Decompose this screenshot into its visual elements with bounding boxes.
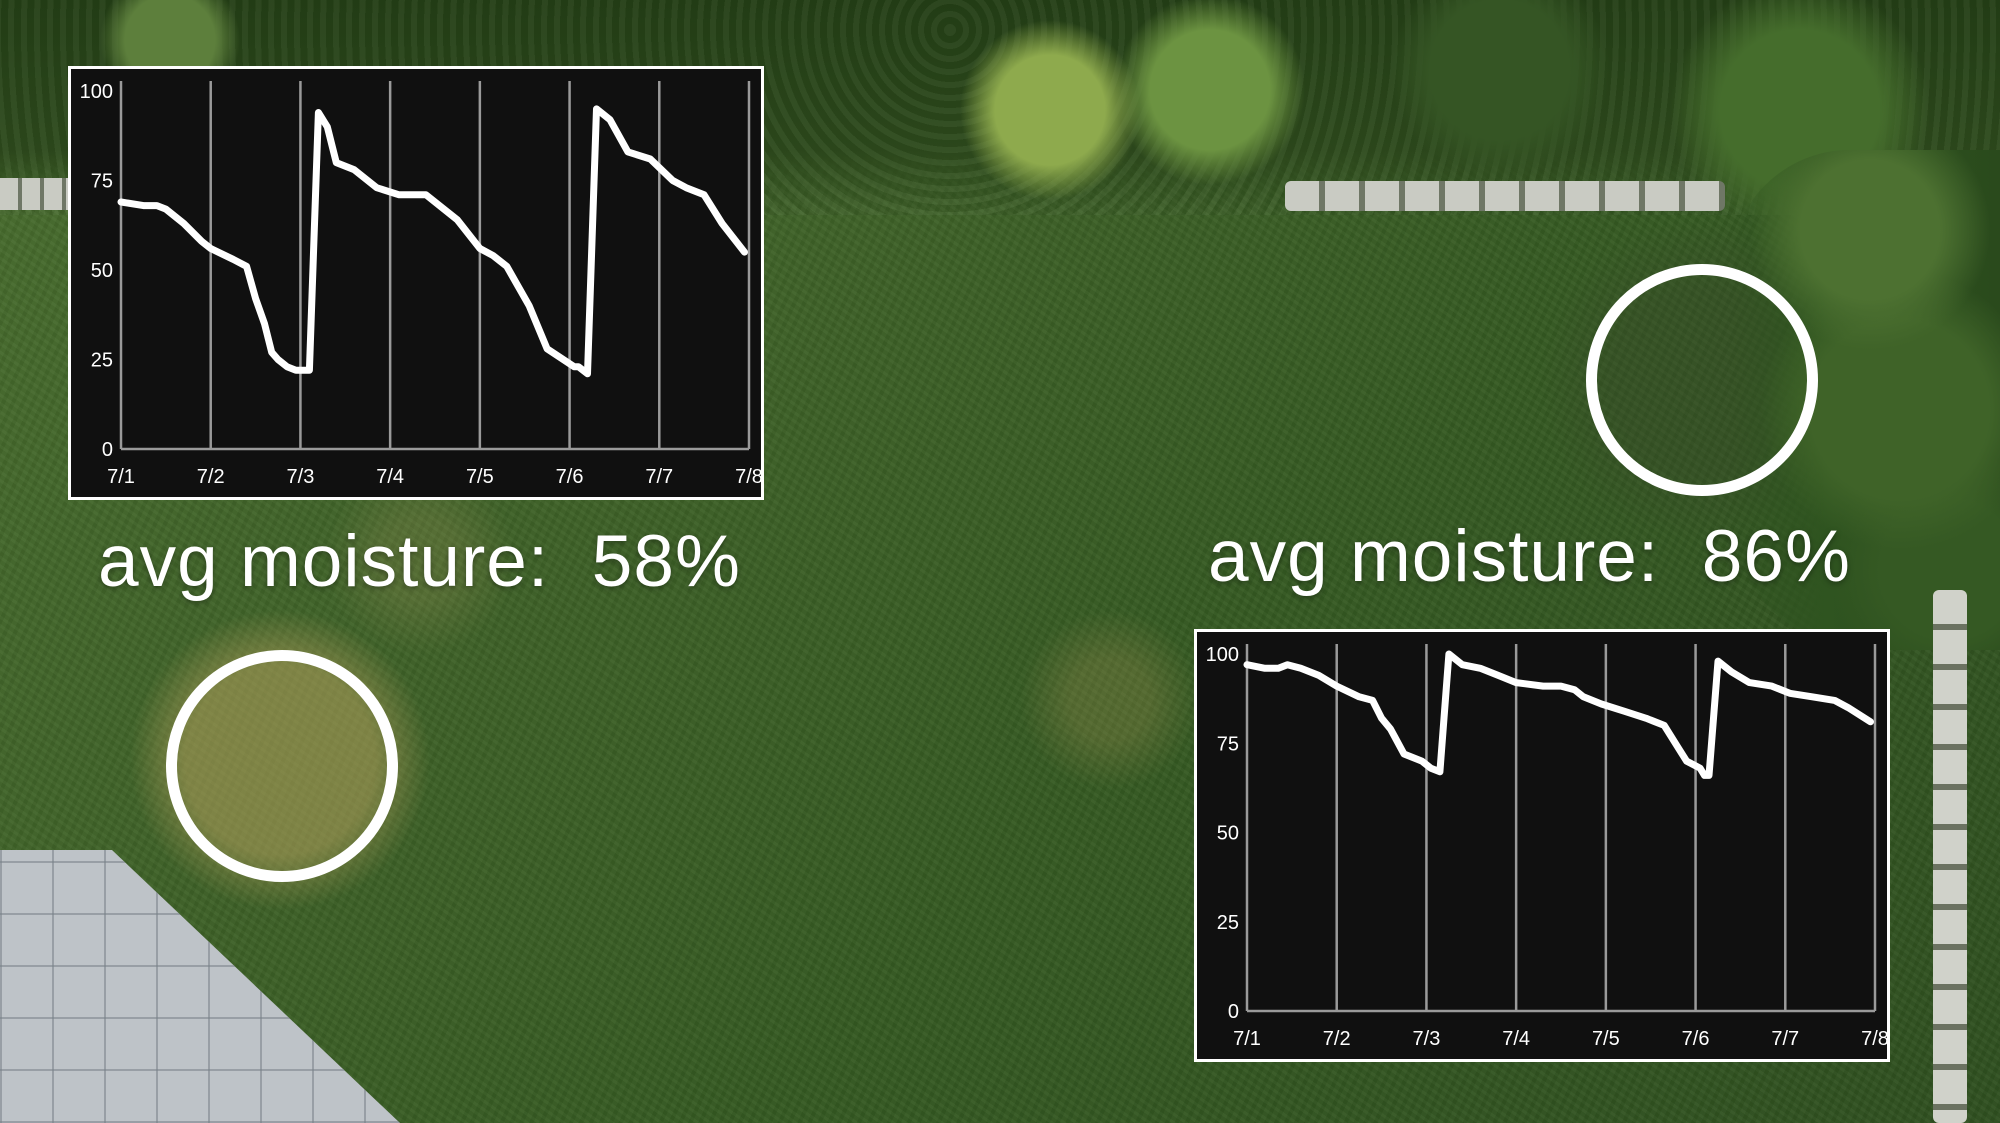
x-tick-label: 7/3 (1413, 1028, 1441, 1050)
y-tick-label: 50 (91, 260, 113, 282)
y-tick-label: 75 (1217, 733, 1239, 755)
x-tick-label: 7/4 (376, 466, 404, 488)
y-tick-label: 100 (80, 81, 113, 103)
x-tick-label: 7/8 (735, 466, 761, 488)
curb-right (1933, 590, 1967, 1123)
x-tick-label: 7/5 (1592, 1028, 1620, 1050)
x-tick-label: 7/3 (287, 466, 315, 488)
y-tick-label: 75 (91, 171, 113, 193)
chart-panel-left: 7/1 7/2 7/3 7/4 7/5 7/6 7/7 7/8 0 25 50 75 100 (68, 66, 764, 500)
moisture-series-line (117, 105, 748, 378)
y-tick-label: 0 (102, 439, 113, 461)
x-tick-label: 7/2 (197, 466, 225, 488)
x-tick-label: 7/1 (1233, 1028, 1261, 1050)
avg-moisture-right-label: avg moisture: 86% (1208, 516, 1851, 597)
chart-background (71, 69, 761, 497)
chart-background (1197, 632, 1887, 1059)
avg-moisture-left-label: avg moisture: 58% (98, 521, 741, 602)
moisture-series-line (1243, 650, 1874, 779)
x-tick-label: 7/7 (645, 466, 673, 488)
y-tick-label: 25 (1217, 912, 1239, 934)
x-tick-label: 7/5 (466, 466, 494, 488)
x-tick-label: 7/6 (1682, 1028, 1710, 1050)
curb-top-right (1285, 181, 1725, 211)
x-tick-label: 7/6 (556, 466, 584, 488)
chart-panel-right: 7/1 7/2 7/3 7/4 7/5 7/6 7/7 7/8 0 25 50 75 100 (1194, 629, 1890, 1062)
curb-top-left (0, 178, 70, 210)
y-tick-label: 25 (91, 350, 113, 372)
x-tick-label: 7/1 (107, 466, 135, 488)
y-tick-label: 50 (1217, 823, 1239, 845)
y-tick-label: 0 (1228, 1001, 1239, 1023)
x-tick-label: 7/4 (1502, 1028, 1530, 1050)
healthy-spot-circle (1586, 264, 1818, 496)
dry-spot-circle (166, 650, 398, 882)
y-tick-label: 100 (1206, 644, 1239, 666)
x-tick-label: 7/7 (1771, 1028, 1799, 1050)
x-tick-label: 7/8 (1861, 1028, 1887, 1050)
moisture-chart-left: 7/1 7/2 7/3 7/4 7/5 7/6 7/7 7/8 0 25 50 75 100 (71, 69, 761, 497)
x-tick-label: 7/2 (1323, 1028, 1351, 1050)
moisture-chart-right: 7/1 7/2 7/3 7/4 7/5 7/6 7/7 7/8 0 25 50 75 100 (1197, 632, 1887, 1059)
